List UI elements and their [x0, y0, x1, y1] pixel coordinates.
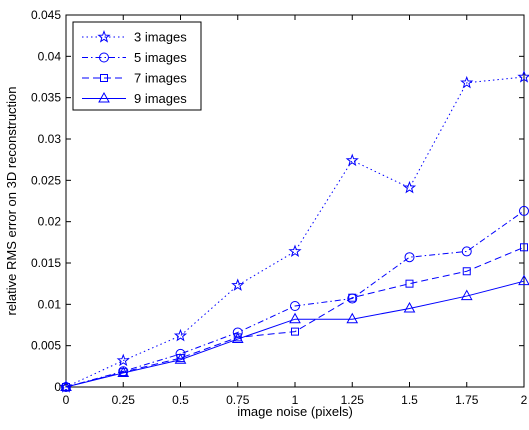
legend-label: 5 images — [134, 50, 187, 65]
legend-circle-marker — [99, 52, 109, 63]
star-marker — [460, 75, 474, 89]
x-tick-label: 0 — [63, 393, 70, 407]
series-line — [65, 210, 525, 388]
legend: 3 images 5 images 7 images 9 images — [72, 21, 202, 111]
triangle-marker — [518, 274, 529, 286]
legend-star-marker — [97, 30, 111, 43]
legend-square-marker — [100, 74, 108, 82]
legend-entry: 7 images — [82, 71, 187, 86]
star-marker — [402, 180, 417, 194]
y-tick-label: 0.035 — [31, 91, 61, 105]
circle-marker — [290, 300, 300, 311]
circle-marker — [404, 252, 415, 263]
square-marker — [462, 267, 471, 276]
y-tick-label: 0 — [54, 380, 61, 394]
y-tick-label: 0.01 — [38, 297, 62, 311]
y-tick-label: 0.04 — [38, 49, 62, 63]
series-4 — [60, 274, 529, 391]
legend-entry: 5 images — [82, 50, 187, 65]
triangle-marker — [231, 332, 244, 344]
x-tick-label: 1 — [292, 393, 299, 407]
star-marker — [173, 328, 188, 342]
triangle-marker — [60, 380, 72, 391]
x-tick-label: 1.25 — [341, 393, 365, 407]
square-marker — [405, 279, 414, 288]
y-tick-label: 0.02 — [38, 215, 62, 229]
x-tick-label: 0.25 — [112, 393, 136, 407]
legend-label: 7 images — [134, 71, 187, 86]
x-tick-label: 0.75 — [226, 393, 250, 407]
y-tick-label: 0.025 — [31, 173, 61, 187]
x-tick-label: 1.75 — [455, 393, 479, 407]
y-tick-label: 0.015 — [31, 256, 61, 270]
star-marker — [116, 353, 130, 367]
star-marker — [231, 278, 245, 291]
y-tick-label: 0.005 — [31, 339, 61, 353]
triangle-marker — [289, 312, 301, 324]
x-tick-label: 0.5 — [172, 393, 189, 407]
legend-triangle-marker — [98, 91, 110, 103]
star-marker — [517, 70, 529, 83]
y-tick-label: 0.045 — [31, 8, 61, 22]
circle-marker — [175, 348, 186, 359]
legend-box — [72, 21, 202, 111]
x-tick-label: 2 — [521, 393, 528, 407]
triangle-marker — [174, 353, 187, 364]
legend-entry: 9 images — [82, 91, 187, 106]
y-tick-label: 0.03 — [38, 132, 62, 146]
square-marker — [348, 293, 357, 302]
series-line — [65, 246, 525, 388]
triangle-marker — [346, 312, 359, 324]
square-marker — [291, 327, 299, 336]
star-marker — [288, 244, 302, 258]
legend-entry: 3 images — [82, 30, 187, 45]
y-axis-label: relative RMS error on 3D reconstruction — [4, 86, 19, 315]
legend-label: 9 images — [134, 91, 187, 106]
square-marker — [520, 243, 528, 252]
star-marker — [345, 153, 359, 167]
legend-label: 3 images — [134, 30, 187, 45]
series-line — [65, 76, 525, 388]
x-tick-label: 1.5 — [401, 393, 418, 407]
circle-marker — [461, 246, 472, 257]
x-axis-label: image noise (pixels) — [237, 404, 353, 419]
triangle-marker — [460, 289, 473, 301]
triangle-marker — [117, 366, 130, 377]
triangle-marker — [403, 301, 416, 313]
series-line — [65, 280, 525, 388]
